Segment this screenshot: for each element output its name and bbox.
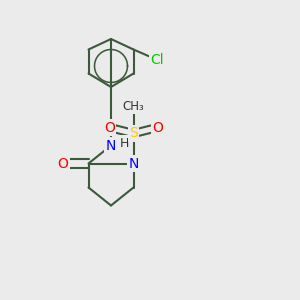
Text: O: O bbox=[104, 121, 115, 134]
Text: N: N bbox=[128, 157, 139, 170]
Text: Cl: Cl bbox=[151, 53, 164, 67]
Text: CH₃: CH₃ bbox=[123, 100, 144, 113]
Text: S: S bbox=[129, 127, 138, 140]
Text: O: O bbox=[152, 121, 163, 134]
Text: H: H bbox=[120, 136, 129, 150]
Text: O: O bbox=[58, 157, 68, 170]
Text: N: N bbox=[106, 139, 116, 152]
